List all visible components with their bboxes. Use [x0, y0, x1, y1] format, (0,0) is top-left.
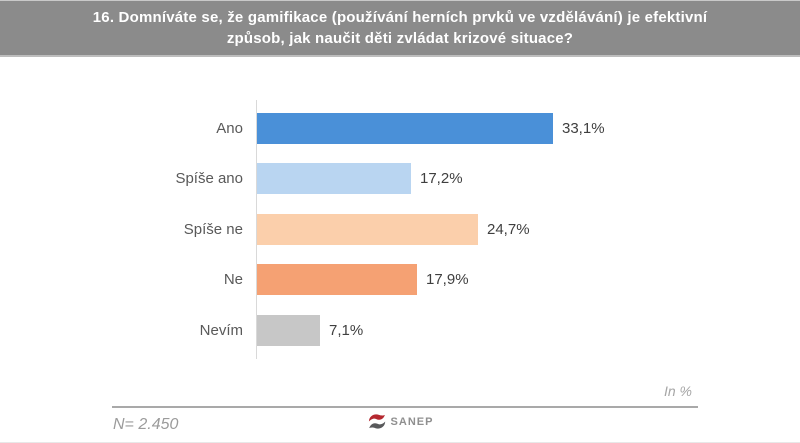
category-label: Ano: [216, 119, 243, 137]
bar: [257, 213, 478, 245]
bar: [257, 163, 411, 195]
footer-divider: [112, 406, 698, 408]
chart-rows: Ano 33,1% Spíše ano 17,2% Spíše ne 24,7% Ne 17,…: [0, 103, 800, 356]
unit-note: In %: [663, 383, 692, 399]
sanep-swirl-icon: [367, 411, 388, 432]
category-label: Ne: [223, 271, 243, 289]
bar-track: 24,7%: [257, 213, 800, 245]
category-label: Spíše ano: [175, 170, 243, 188]
value-label: 17,2%: [420, 170, 463, 188]
question-header: 16. Domníváte se, že gamifikace (používá…: [0, 0, 800, 57]
category-label: Nevím: [199, 321, 243, 339]
question-title: 16. Domníváte se, že gamifikace (používá…: [92, 9, 708, 47]
bar-chart: Ano 33,1% Spíše ano 17,2% Spíše ne 24,7% Ne 17,…: [0, 103, 800, 356]
chart-row: Nevím 7,1%: [0, 305, 800, 356]
y-axis-line: [256, 100, 257, 359]
chart-row: Spíše ano 17,2%: [0, 154, 800, 205]
bar-track: 33,1%: [257, 112, 800, 144]
bar: [257, 314, 320, 346]
chart-row: Ne 17,9%: [0, 255, 800, 306]
bar: [257, 264, 417, 296]
value-label: 7,1%: [329, 321, 364, 339]
bar-track: 17,9%: [257, 264, 800, 296]
value-label: 24,7%: [487, 220, 530, 238]
bar-track: 17,2%: [257, 163, 800, 195]
category-label: Spíše ne: [183, 220, 243, 238]
chart-row: Spíše ne 24,7%: [0, 204, 800, 255]
bar: [257, 112, 553, 144]
value-label: 17,9%: [426, 271, 469, 289]
bar-track: 7,1%: [257, 314, 800, 346]
sanep-logo-text: SANEP: [390, 415, 434, 428]
sanep-logo: SANEP: [367, 411, 434, 432]
sample-size-label: N= 2.450: [113, 416, 179, 433]
value-label: 33,1%: [562, 119, 605, 137]
chart-row: Ano 33,1%: [0, 103, 800, 154]
